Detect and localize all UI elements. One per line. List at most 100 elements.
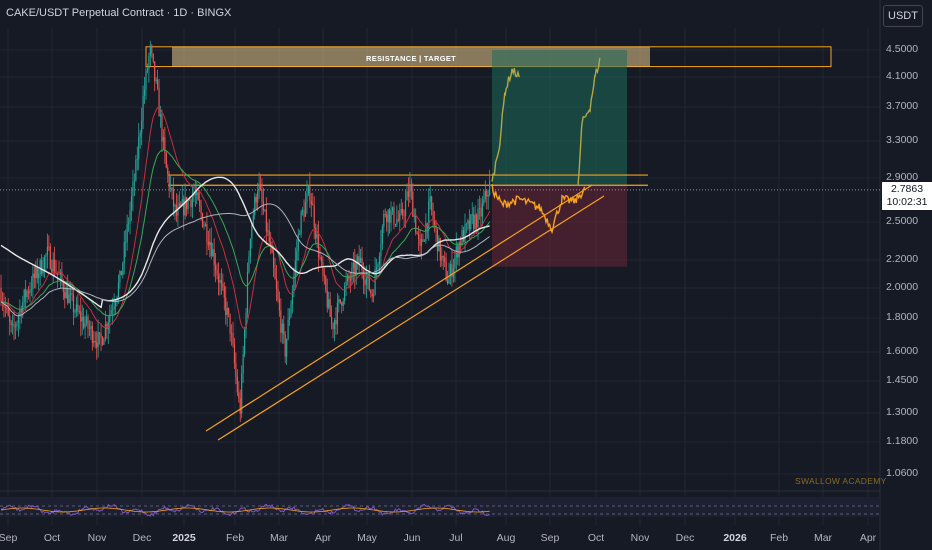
candle bbox=[383, 209, 385, 234]
candle bbox=[1, 291, 4, 311]
candle bbox=[299, 229, 301, 235]
candle bbox=[162, 129, 164, 151]
candle-body bbox=[429, 196, 431, 202]
candle-body bbox=[412, 191, 414, 217]
symbol-title: CAKE/USDT Perpetual Contract · 1D · BING… bbox=[6, 7, 232, 19]
candle bbox=[168, 170, 170, 198]
candle bbox=[418, 225, 420, 251]
candle-body bbox=[402, 209, 404, 216]
candle bbox=[136, 146, 138, 171]
candle bbox=[451, 251, 453, 287]
candle-body bbox=[274, 267, 276, 279]
time-tick-label: Aug bbox=[496, 532, 516, 544]
candle bbox=[52, 252, 54, 283]
candle bbox=[346, 273, 349, 286]
candle-body bbox=[487, 195, 489, 197]
candle-body bbox=[320, 257, 323, 262]
candle-body bbox=[130, 196, 133, 211]
candle-body bbox=[149, 45, 151, 56]
candle-body bbox=[87, 316, 89, 329]
candle-body bbox=[142, 95, 144, 121]
time-tick-label: Jul bbox=[449, 532, 463, 544]
candle-body bbox=[386, 214, 388, 223]
candle-body bbox=[212, 249, 214, 257]
time-tick-label: Oct bbox=[587, 532, 605, 544]
candle-body bbox=[261, 189, 263, 202]
candle-body bbox=[52, 259, 54, 272]
candle-body bbox=[461, 230, 463, 245]
candle bbox=[25, 280, 27, 311]
candle bbox=[161, 109, 163, 152]
candle-body bbox=[270, 242, 272, 246]
candle-body bbox=[287, 319, 289, 340]
candle bbox=[302, 207, 304, 216]
candle bbox=[344, 282, 346, 305]
candle-body bbox=[277, 288, 279, 300]
candle bbox=[384, 208, 386, 218]
candle-body bbox=[112, 309, 114, 311]
candle bbox=[151, 44, 153, 58]
candle-body bbox=[342, 300, 344, 306]
candle bbox=[113, 293, 115, 317]
watermark: SWALLOW ACADEMY bbox=[795, 476, 887, 486]
candle bbox=[415, 208, 417, 236]
candle bbox=[274, 257, 276, 280]
candle-body bbox=[257, 191, 259, 203]
candle bbox=[10, 320, 12, 333]
candle-body bbox=[109, 314, 111, 323]
candle bbox=[216, 263, 218, 280]
candle-body bbox=[326, 290, 328, 308]
currency-button[interactable]: USDT bbox=[883, 5, 923, 27]
candle bbox=[316, 224, 318, 248]
candle bbox=[186, 196, 188, 217]
candle-body bbox=[300, 211, 302, 235]
resistance-target-label: RESISTANCE | TARGET bbox=[365, 54, 457, 63]
candle bbox=[365, 265, 367, 299]
candle bbox=[371, 288, 373, 303]
candle-body bbox=[262, 201, 265, 211]
candle-body bbox=[229, 313, 231, 334]
candle bbox=[16, 320, 18, 331]
time-tick-label: Nov bbox=[630, 532, 650, 544]
candle-body bbox=[49, 246, 51, 269]
candle bbox=[19, 299, 21, 330]
candle-body bbox=[167, 167, 169, 175]
candle-body bbox=[246, 271, 249, 313]
candle bbox=[172, 177, 175, 217]
candle-body bbox=[154, 61, 156, 81]
candle-body bbox=[390, 211, 392, 223]
candle-body bbox=[296, 251, 298, 261]
candle bbox=[255, 193, 257, 210]
candle bbox=[262, 187, 265, 215]
candle-body bbox=[138, 136, 140, 159]
candle bbox=[12, 314, 14, 335]
candle bbox=[277, 280, 279, 303]
candle-body bbox=[316, 234, 318, 239]
candle-body bbox=[107, 322, 109, 330]
candle bbox=[181, 185, 183, 207]
price-tick-label: 2.9000 bbox=[886, 171, 919, 183]
candle bbox=[242, 346, 244, 384]
candle bbox=[278, 291, 280, 317]
candle bbox=[281, 319, 283, 344]
candle bbox=[139, 129, 141, 149]
candle bbox=[23, 288, 25, 308]
candle-body bbox=[158, 87, 160, 117]
candle-body bbox=[201, 213, 204, 227]
candle-body bbox=[171, 187, 173, 190]
candle-body bbox=[481, 203, 483, 217]
candle bbox=[29, 282, 31, 303]
candle bbox=[332, 322, 334, 339]
ema-green-line bbox=[0, 149, 491, 317]
candle bbox=[454, 251, 456, 283]
candle bbox=[438, 235, 440, 252]
rsi-line bbox=[0, 503, 490, 517]
candle bbox=[123, 230, 125, 275]
candle-body bbox=[54, 259, 56, 273]
candle bbox=[97, 319, 99, 358]
candle-body bbox=[223, 286, 225, 298]
candle bbox=[419, 228, 421, 257]
candle bbox=[206, 212, 208, 256]
candle bbox=[165, 151, 167, 169]
